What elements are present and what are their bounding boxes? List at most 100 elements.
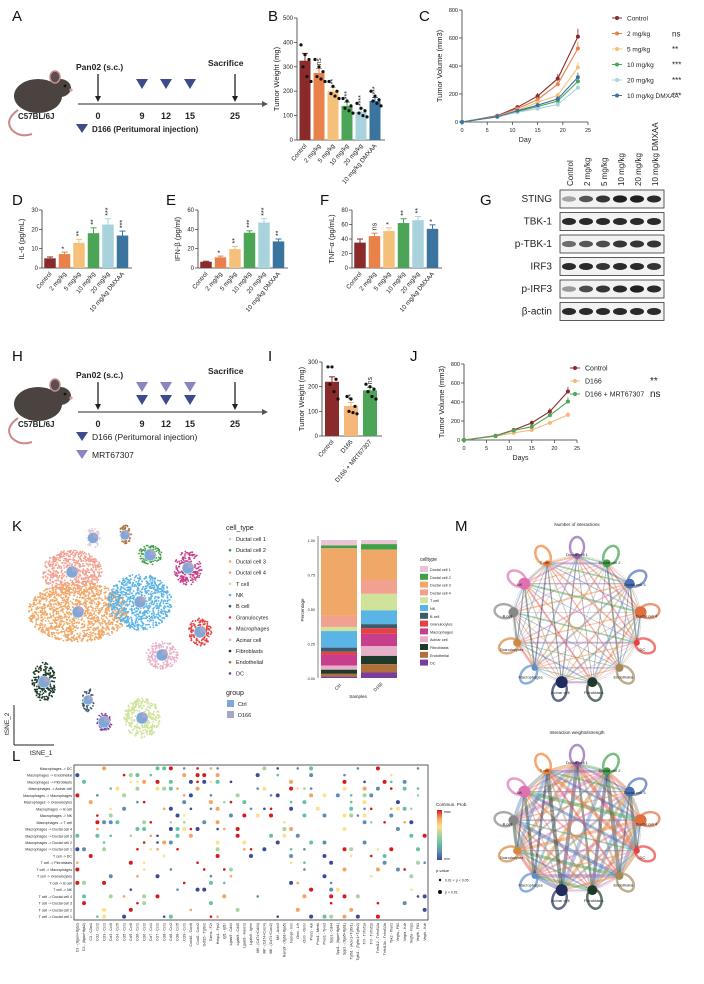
cell-point [28, 603, 31, 605]
data-point [375, 101, 379, 105]
cell-point [132, 594, 134, 597]
cell-point [50, 625, 53, 627]
data-point [371, 99, 375, 103]
cell-point [49, 622, 52, 625]
cell-point [162, 600, 165, 603]
cell-point [182, 558, 185, 561]
data-point [529, 424, 534, 429]
data-point [345, 394, 349, 399]
cell-point [104, 597, 107, 599]
cell-point [45, 599, 48, 602]
y-tick-label: 0.50 [308, 608, 315, 612]
cell-point [48, 631, 51, 633]
cell-point [159, 554, 162, 556]
cell-point [117, 624, 119, 627]
cell-point [42, 613, 45, 616]
cell-point [105, 729, 107, 731]
cell-point [65, 595, 68, 598]
cell-point [138, 710, 141, 712]
bar [44, 258, 56, 268]
cell-point [195, 554, 198, 557]
cell-point [127, 729, 130, 732]
cell-point [151, 725, 154, 728]
cell-point [70, 564, 73, 566]
cell-point [173, 656, 176, 659]
cell-point [82, 557, 85, 560]
cell-point [149, 592, 152, 595]
cell-point [140, 615, 142, 618]
cell-point [118, 609, 120, 612]
cell-point [151, 716, 153, 719]
cell-point [157, 613, 160, 616]
y-tick-label: 400 [283, 40, 294, 46]
cell-point [190, 637, 193, 640]
cell-point [110, 723, 113, 726]
cell-point [143, 546, 146, 548]
cell-point [210, 630, 212, 633]
cell-point [102, 630, 105, 633]
data-point [329, 92, 333, 96]
cell-point [93, 597, 96, 600]
cell-point [184, 583, 187, 585]
cell-point [32, 602, 35, 604]
cell-point [46, 605, 49, 608]
data-point [361, 114, 365, 118]
cell-point [60, 637, 62, 640]
cell-point [68, 630, 71, 633]
cell-point [143, 724, 146, 727]
x-tick-label: 15 [535, 128, 541, 134]
cell-point [183, 578, 186, 581]
cell-point [168, 642, 171, 645]
cell-point [50, 591, 53, 594]
cell-point [92, 595, 94, 598]
cell-point [35, 676, 38, 679]
cell-point [140, 618, 143, 621]
cell-point [62, 630, 64, 633]
x-tick-label: 25 [585, 128, 591, 134]
cell-point [145, 722, 148, 725]
legend-triangle-icon [76, 124, 88, 133]
cell-point [133, 702, 135, 705]
cell-point [89, 587, 92, 590]
cell-point [110, 630, 113, 633]
cell-point [154, 718, 157, 721]
cell-point [107, 619, 110, 622]
cell-point [126, 720, 129, 723]
cell-point [37, 675, 40, 678]
stacked-bar-segment [321, 631, 357, 648]
cell-point [42, 597, 45, 600]
cell-point [47, 616, 49, 619]
cell-point [97, 575, 100, 578]
data-point [529, 420, 534, 425]
cell-point [95, 609, 98, 612]
cell-point [49, 579, 52, 582]
cell-point [95, 588, 98, 591]
cell-point [198, 617, 201, 620]
cell-point [57, 583, 59, 586]
series-line [463, 401, 569, 441]
cell-point [192, 571, 195, 574]
blot-band [579, 262, 593, 271]
cell-point [94, 588, 97, 591]
cell-point [135, 703, 138, 706]
cell-point [104, 611, 107, 614]
cell-point [61, 588, 64, 591]
cell-point [132, 601, 134, 604]
cell-point [126, 617, 129, 619]
cell-point [60, 552, 63, 555]
cell-point [163, 607, 165, 610]
cell-point [105, 629, 108, 631]
cell-point [76, 604, 78, 607]
cell-point [150, 587, 153, 589]
cell-point [62, 551, 65, 554]
cell-point [49, 689, 52, 692]
cell-point [100, 588, 103, 591]
cell-point [124, 610, 127, 613]
cell-point [100, 608, 103, 611]
cell-point [154, 581, 156, 584]
cell-point [175, 654, 178, 657]
cell-point [72, 603, 75, 605]
cell-point [143, 735, 146, 738]
stacked-bar-segment [321, 540, 357, 546]
cell-point [113, 618, 116, 621]
